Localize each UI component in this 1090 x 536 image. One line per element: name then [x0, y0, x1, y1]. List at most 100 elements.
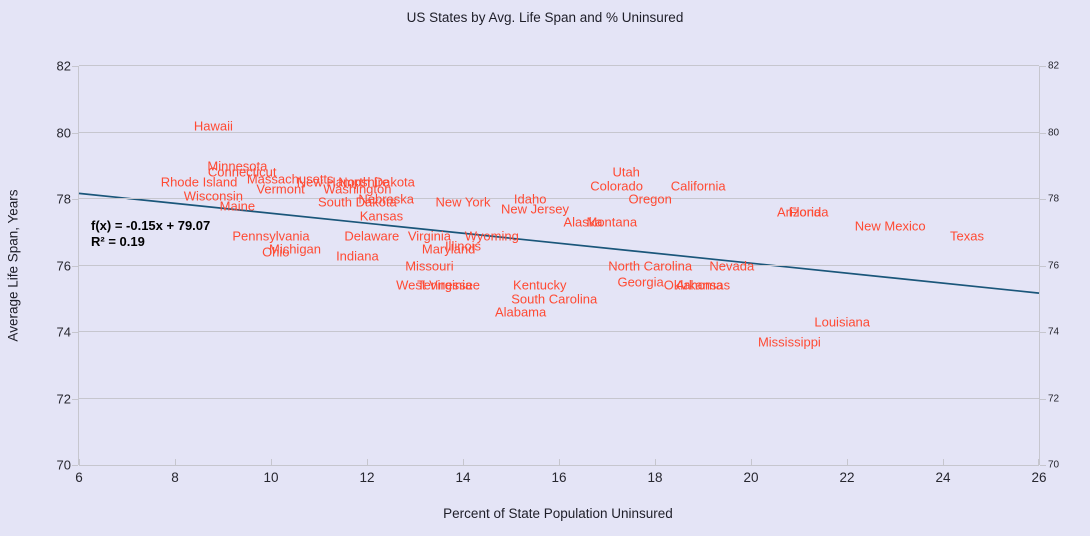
x-tick-label: 8 — [171, 470, 179, 485]
state-label: Rhode Island — [160, 174, 238, 190]
state-label: Indiana — [336, 248, 379, 264]
state-label: New Jersey — [501, 201, 569, 217]
y-tick-mark-left — [72, 132, 78, 134]
state-label: New York — [435, 194, 491, 210]
y-tick-mark-left — [72, 398, 78, 400]
state-label: Nevada — [709, 258, 755, 273]
x-tick-mark — [847, 459, 848, 465]
state-label: Wyoming — [464, 228, 519, 244]
x-tick-label: 10 — [263, 470, 279, 485]
state-label: Virginia — [407, 228, 451, 244]
state-label: Wisconsin — [183, 188, 244, 204]
x-tick-mark — [79, 459, 80, 465]
y-tick-label: 72 — [1048, 393, 1060, 404]
y-tick-mark-right — [1040, 398, 1046, 400]
trend-equation: f(x) = -0.15x + 79.07 R² = 0.19 — [91, 218, 210, 250]
state-label: Georgia — [617, 274, 664, 290]
state-label: Alaska — [563, 214, 603, 230]
y-tick-mark-left — [72, 465, 78, 466]
state-label: Utah — [612, 164, 640, 180]
x-tick-label: 14 — [455, 470, 471, 485]
y-tick-label: 82 — [1048, 60, 1060, 72]
y-tick-label: 70 — [56, 457, 71, 473]
state-label: Missouri — [405, 258, 454, 273]
y-tick-label: 82 — [56, 58, 71, 74]
y-tick-mark-left — [72, 332, 78, 333]
x-tick-mark — [367, 459, 368, 465]
y-tick-label: 70 — [1048, 459, 1060, 471]
state-label: Connecticut — [207, 164, 277, 180]
state-label: Montana — [586, 214, 638, 230]
y-tick-mark-right — [1040, 332, 1046, 333]
state-label: Idaho — [513, 191, 547, 207]
x-tick-mark — [559, 459, 560, 465]
state-label: Mississippi — [757, 334, 821, 350]
x-tick-mark — [751, 459, 752, 465]
x-tick-label: 18 — [647, 470, 663, 485]
x-tick-label: 12 — [359, 470, 375, 485]
plot-area: 70 70 72 72 74 74 76 76 78 78 80 80 82 82 6 8 10 12 14 16 18… — [57, 59, 1060, 486]
r-squared-line: R² = 0.19 — [91, 234, 145, 249]
y-tick-mark-right — [1040, 132, 1046, 134]
gridline — [79, 65, 1039, 66]
state-label: Minnesota — [207, 158, 268, 174]
gridline — [79, 465, 1039, 466]
state-label: Maryland — [421, 241, 476, 257]
state-label: Pennsylvania — [232, 228, 310, 244]
state-label: Kansas — [359, 208, 404, 224]
x-tick-label: 26 — [1031, 470, 1047, 485]
y-tick-mark-left — [72, 66, 78, 67]
state-label: South Dakota — [318, 194, 397, 210]
x-tick-label: 16 — [551, 470, 567, 485]
state-label: Vermont — [256, 181, 305, 197]
state-label: Alabama — [494, 304, 547, 320]
y-axis-title: Average Life Span, Years — [5, 189, 21, 342]
y-tick-mark-left — [72, 265, 78, 267]
x-tick-mark — [943, 459, 944, 465]
state-label: New Hampshire — [296, 174, 390, 190]
y-tick-label: 80 — [1048, 127, 1060, 138]
state-label: Nebraska — [358, 191, 415, 207]
x-tick-mark — [463, 459, 464, 465]
y-tick-mark-right — [1040, 465, 1046, 466]
state-label: Michigan — [268, 241, 322, 257]
x-axis-title: Percent of State Population Uninsured — [443, 506, 673, 521]
state-label: Hawaii — [193, 118, 233, 134]
y-tick-label: 72 — [56, 391, 71, 406]
state-label: Kentucky — [513, 277, 567, 293]
state-label: Ohio — [262, 244, 290, 260]
state-label: Tennessee — [417, 277, 481, 293]
y-tick-mark-right — [1040, 199, 1046, 200]
y-tick-mark-right — [1040, 66, 1046, 67]
x-tick-mark — [1038, 459, 1039, 465]
x-tick-label: 6 — [75, 470, 83, 485]
state-label: Louisiana — [814, 314, 871, 330]
y-tick-label: 76 — [1048, 260, 1060, 271]
gridline — [79, 331, 1039, 332]
x-tick-label: 20 — [743, 470, 759, 485]
y-tick-label: 74 — [1048, 326, 1060, 338]
state-label: South Carolina — [511, 291, 598, 307]
state-label: Illinois — [444, 238, 482, 254]
x-tick-label: 24 — [935, 470, 951, 485]
state-label: Texas — [950, 228, 984, 244]
state-label: North Carolina — [608, 258, 693, 273]
gridline — [79, 198, 1039, 199]
gridline — [79, 397, 1039, 399]
x-tick-mark — [655, 459, 656, 465]
chart-title: US States by Avg. Life Span and % Uninsu… — [406, 10, 684, 25]
x-tick-mark — [271, 459, 272, 465]
y-tick-label: 78 — [1048, 193, 1060, 205]
state-label: Arkansas — [675, 277, 731, 293]
gridline — [79, 264, 1039, 266]
y-tick-mark-left — [72, 199, 78, 200]
y-tick-label: 74 — [56, 324, 71, 340]
state-label: Florida — [788, 204, 829, 220]
y-tick-label: 78 — [56, 191, 71, 207]
state-label: Washington — [323, 181, 392, 197]
y-tick-label: 76 — [56, 258, 71, 273]
trend-line — [78, 192, 1040, 294]
state-label: California — [670, 178, 726, 194]
state-label: West Virginia — [396, 277, 473, 293]
